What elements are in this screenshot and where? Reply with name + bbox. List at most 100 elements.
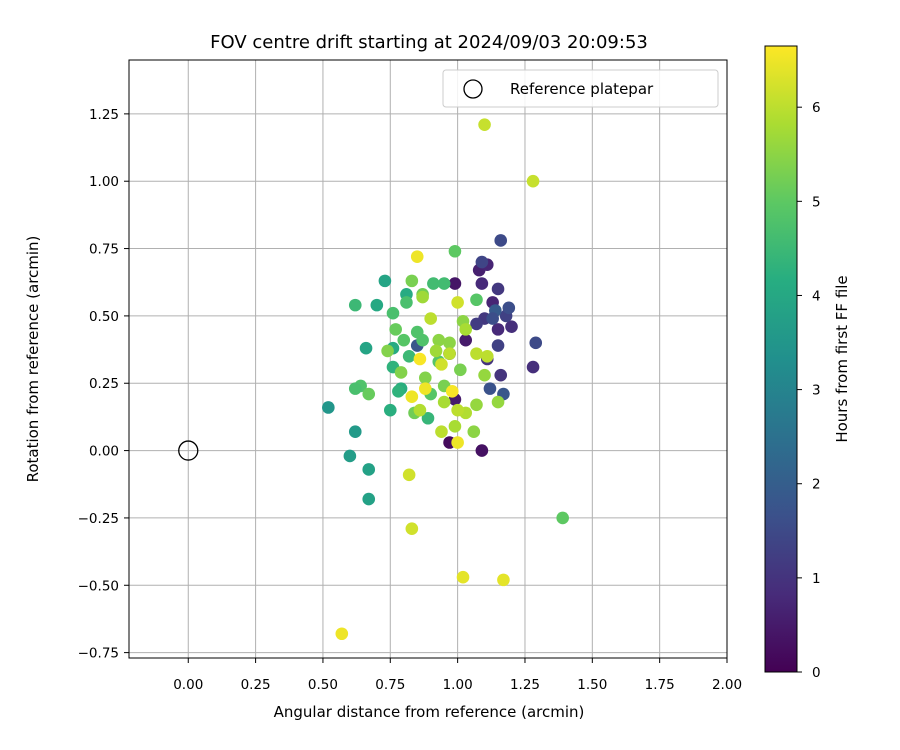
y-tick-label: −0.75	[78, 646, 119, 662]
data-point	[437, 395, 451, 409]
colorbar-label: Hours from first FF file	[833, 275, 851, 442]
data-point	[470, 347, 483, 360]
data-point	[432, 333, 446, 347]
y-tick-label: −0.25	[78, 511, 119, 527]
data-points	[322, 118, 569, 641]
data-point	[502, 301, 516, 315]
legend: Reference platepar	[442, 69, 719, 108]
data-point	[448, 420, 462, 433]
data-point	[526, 360, 540, 374]
data-point	[491, 323, 505, 336]
colorbar-gradient	[765, 46, 797, 672]
x-tick-label: 0.00	[173, 677, 203, 693]
data-point	[526, 174, 540, 188]
reference-platepar-point	[178, 440, 199, 461]
colorbar-tick-label: 6	[812, 100, 821, 116]
data-point	[421, 411, 435, 425]
data-point	[362, 387, 376, 401]
data-point	[443, 347, 456, 360]
data-point	[359, 341, 373, 355]
legend-entry: Reference platepar	[510, 80, 654, 98]
data-point	[491, 395, 505, 409]
data-point	[322, 401, 335, 414]
chart-title: FOV centre drift starting at 2024/09/03 …	[210, 32, 648, 53]
y-tick-label: 0.75	[89, 242, 119, 258]
data-point	[410, 325, 424, 339]
data-point	[405, 274, 419, 288]
data-point	[392, 385, 405, 398]
data-point	[470, 293, 483, 307]
data-point	[405, 390, 419, 404]
data-point	[362, 492, 376, 506]
data-point	[556, 511, 569, 525]
x-tick-label: 1.75	[645, 677, 675, 693]
data-point	[529, 336, 543, 350]
data-point	[416, 290, 429, 304]
data-point	[475, 444, 489, 457]
colorbar: 0 1 2 3 4 5 6 Hours from first FF file	[764, 45, 851, 681]
data-point	[486, 312, 499, 325]
reference-layer	[178, 440, 199, 461]
data-point	[467, 425, 481, 439]
data-point	[397, 333, 411, 347]
data-point	[470, 398, 483, 412]
data-point	[427, 277, 440, 290]
data-point	[405, 522, 419, 536]
data-point	[413, 352, 427, 366]
x-tick-label: 2.00	[712, 677, 742, 693]
colorbar-tick-label: 3	[812, 383, 821, 399]
data-point	[459, 333, 473, 347]
data-point	[370, 298, 384, 312]
data-point	[437, 277, 451, 290]
colorbar-tick-label: 2	[812, 477, 821, 493]
data-point	[491, 282, 505, 296]
y-axis-label: Rotation from reference (arcmin)	[24, 236, 42, 483]
legend-reference-marker	[463, 79, 483, 99]
data-point	[505, 320, 518, 333]
data-point	[451, 436, 464, 449]
data-point	[435, 358, 448, 371]
data-point	[400, 296, 413, 309]
data-point	[470, 317, 483, 331]
x-axis-ticks: 0.00 0.25 0.50 0.75 1.00 1.25 1.50 1.75 2.00	[173, 658, 742, 693]
data-point	[410, 250, 424, 263]
y-tick-label: 0.00	[89, 444, 119, 460]
data-point	[394, 366, 408, 379]
data-point	[497, 573, 510, 587]
colorbar-ticks: 0 1 2 3 4 5 6	[797, 100, 821, 681]
legend-box	[442, 69, 719, 108]
x-tick-label: 1.50	[577, 677, 607, 693]
data-point	[443, 336, 456, 350]
data-point	[480, 350, 494, 363]
data-point	[459, 323, 473, 336]
x-tick-label: 0.75	[375, 677, 405, 693]
data-point	[335, 627, 349, 641]
data-point	[424, 312, 437, 325]
data-point	[362, 463, 376, 476]
colorbar-tick-label: 0	[812, 665, 821, 681]
data-point	[419, 371, 432, 385]
data-point	[491, 339, 505, 352]
data-point	[451, 296, 464, 309]
data-point	[448, 244, 462, 258]
data-point	[448, 277, 462, 290]
data-point	[419, 382, 432, 395]
data-point	[475, 277, 489, 290]
data-point	[343, 449, 357, 463]
data-point	[413, 403, 427, 417]
data-point	[348, 298, 362, 312]
grid-lines	[129, 60, 728, 658]
y-tick-label: 1.00	[89, 174, 119, 190]
data-point	[475, 255, 489, 269]
data-point	[348, 382, 362, 395]
data-point	[435, 425, 448, 439]
data-point	[478, 368, 491, 382]
data-point	[494, 234, 508, 247]
data-point	[383, 403, 397, 417]
data-point	[402, 350, 416, 363]
colorbar-tick-label: 1	[812, 571, 821, 587]
data-point	[451, 403, 464, 417]
x-tick-label: 1.00	[443, 677, 473, 693]
x-tick-label: 0.25	[241, 677, 271, 693]
